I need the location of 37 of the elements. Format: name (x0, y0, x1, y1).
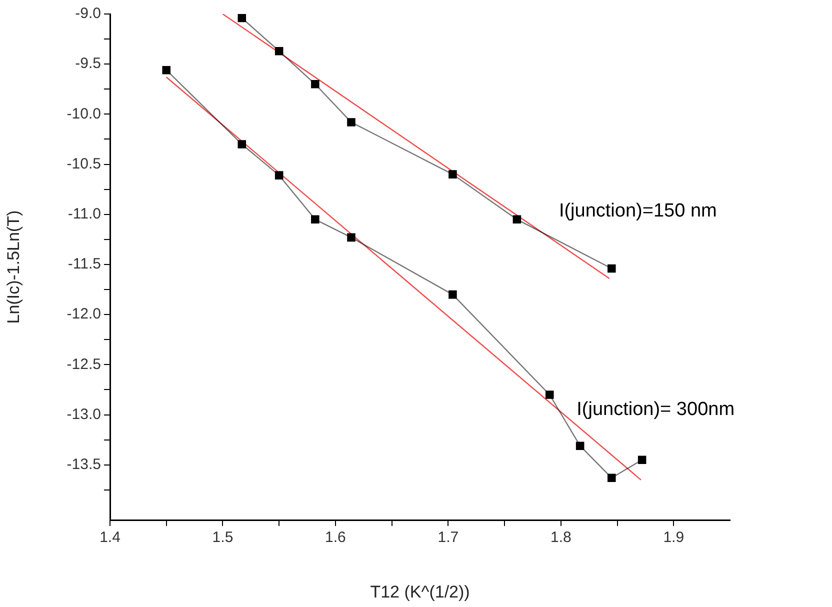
x-tick-label: 1.7 (438, 529, 459, 546)
y-tick-label: -9.0 (75, 5, 101, 22)
point (274, 46, 284, 56)
point (608, 474, 616, 482)
y-tick-label: -12.5 (66, 356, 101, 373)
y-tick-label: -11.5 (68, 256, 101, 273)
point (576, 442, 584, 450)
point (448, 290, 457, 299)
x-tick-label: 1.8 (550, 529, 572, 546)
y-tick-label: -10.5 (66, 155, 101, 172)
x-tick-label: 1.9 (663, 529, 684, 546)
y-tick-label: -13.5 (66, 456, 101, 474)
y-tick-label: -13.0 (66, 406, 101, 423)
y-tick-label: -12.0 (66, 306, 101, 323)
point (546, 390, 554, 399)
point (448, 170, 457, 178)
series-label: I(junction)=150 nm (558, 200, 717, 222)
y-tick-label: -9.5 (75, 55, 101, 72)
point (512, 215, 522, 224)
x-axis-title: T12 (K^(1/2)) (370, 582, 470, 602)
point (608, 264, 616, 273)
series-label: I(junction)= 300nm (576, 398, 735, 420)
point (274, 171, 284, 180)
x-tick-label: 1.4 (100, 529, 120, 546)
point (638, 456, 646, 464)
point (162, 66, 170, 74)
x-tick-label: 1.6 (325, 529, 346, 546)
y-axis-title: Ln(Ic)-1.5Ln(T) (4, 210, 23, 324)
point (238, 140, 246, 148)
point (347, 118, 356, 126)
point (238, 14, 246, 22)
x-tick-label: 1.5 (212, 529, 234, 546)
y-tick-label: -10.0 (66, 105, 101, 122)
point (311, 80, 320, 88)
point (311, 215, 320, 224)
point (347, 233, 356, 242)
y-tick-label: -11.0 (68, 206, 101, 223)
